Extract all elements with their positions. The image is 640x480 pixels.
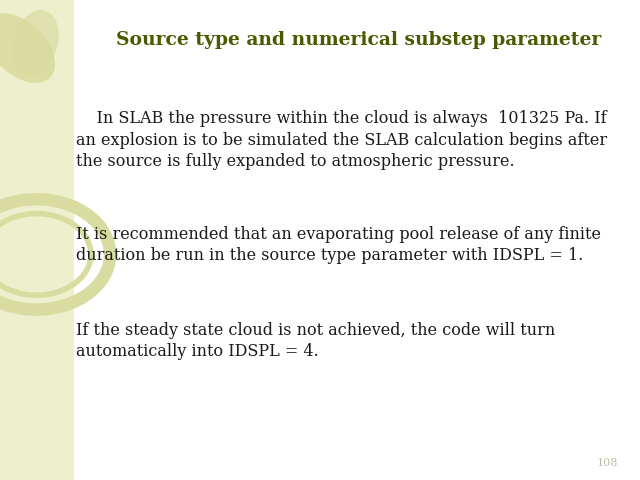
Text: It is recommended that an evaporating pool release of any finite
duration be run: It is recommended that an evaporating po… xyxy=(76,226,600,264)
Text: 108: 108 xyxy=(596,458,618,468)
Text: If the steady state cloud is not achieved, the code will turn
automatically into: If the steady state cloud is not achieve… xyxy=(76,322,555,360)
Bar xyxy=(0,0,74,480)
Ellipse shape xyxy=(12,10,59,76)
Ellipse shape xyxy=(0,13,55,83)
Text: In SLAB the pressure within the cloud is always  101325 Pa. If
an explosion is t: In SLAB the pressure within the cloud is… xyxy=(76,110,607,170)
Text: Source type and numerical substep parameter: Source type and numerical substep parame… xyxy=(116,31,601,49)
